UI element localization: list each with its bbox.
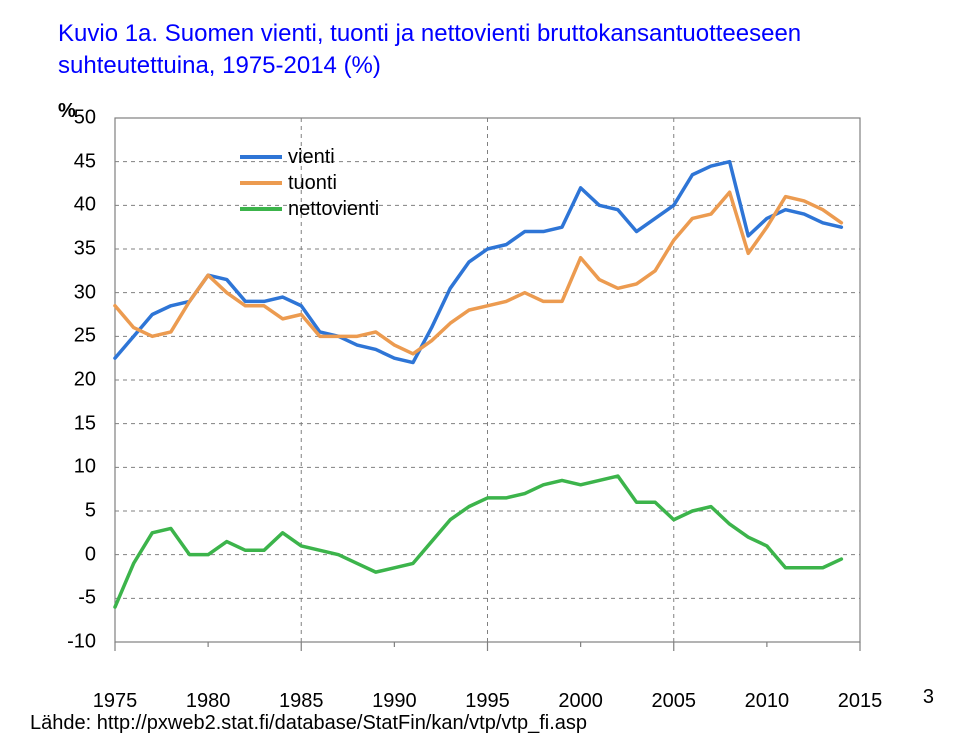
title-line-1: Kuvio 1a. Suomen vienti, tuonti ja netto…: [58, 20, 801, 47]
y-tick-label: 35: [62, 238, 96, 261]
y-tick-label: -5: [62, 587, 96, 610]
x-tick-label: 1990: [372, 690, 417, 713]
y-tick-label: 0: [62, 543, 96, 566]
legend-item: tuonti: [240, 170, 379, 196]
y-tick-label: -10: [62, 631, 96, 654]
x-tick-label: 1975: [93, 690, 138, 713]
x-tick-label: 1995: [465, 690, 510, 713]
x-tick-label: 2010: [745, 690, 790, 713]
x-tick-label: 2015: [838, 690, 883, 713]
y-tick-label: 20: [62, 369, 96, 392]
chart-area: % -10-505101520253035404550 197519801985…: [60, 100, 880, 660]
x-tick-label: 1980: [186, 690, 231, 713]
legend: vientituontinettovienti: [240, 144, 379, 222]
x-tick-label: 2000: [558, 690, 603, 713]
y-tick-label: 25: [62, 325, 96, 348]
legend-swatch: [240, 207, 282, 211]
page-number: 3: [923, 686, 934, 709]
legend-label: tuonti: [288, 170, 337, 196]
chart-svg: [60, 100, 880, 660]
legend-item: nettovienti: [240, 196, 379, 222]
y-tick-label: 45: [62, 150, 96, 173]
y-tick-label: 15: [62, 412, 96, 435]
y-tick-label: 40: [62, 194, 96, 217]
legend-swatch: [240, 181, 282, 185]
y-tick-label: 5: [62, 500, 96, 523]
legend-label: nettovienti: [288, 196, 379, 222]
legend-label: vienti: [288, 144, 335, 170]
source-text: Lähde: http://pxweb2.stat.fi/database/St…: [30, 712, 587, 735]
legend-swatch: [240, 155, 282, 159]
y-tick-label: 30: [62, 281, 96, 304]
chart-title: Kuvio 1a. Suomen vienti, tuonti ja netto…: [0, 0, 960, 87]
y-tick-label: 10: [62, 456, 96, 479]
legend-item: vienti: [240, 144, 379, 170]
x-tick-label: 2005: [652, 690, 697, 713]
y-tick-label: 50: [62, 107, 96, 130]
x-tick-label: 1985: [279, 690, 324, 713]
title-line-2: suhteutettuina, 1975-2014 (%): [58, 52, 381, 79]
